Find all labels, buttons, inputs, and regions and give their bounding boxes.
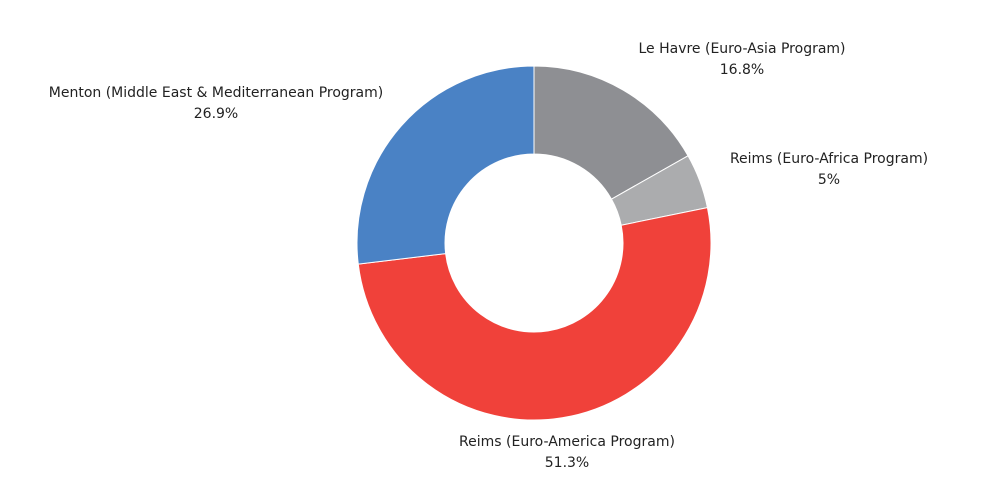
donut-slices: [356, 65, 712, 421]
slice-value-reims-euro-africa-program: 5%: [818, 172, 840, 188]
slice-le-havre-euro-asia-program: [533, 65, 689, 200]
slice-label-reims-euro-america-program: Reims (Euro-America Program): [459, 434, 675, 450]
slice-reims-euro-america-program: [357, 207, 712, 421]
slice-value-menton-middle-east-mediterranean-program: 26.9%: [194, 106, 238, 122]
slice-label-menton-middle-east-mediterranean-program: Menton (Middle East & Mediterranean Prog…: [49, 85, 383, 101]
slice-labels: Le Havre (Euro-Asia Program) 16.8% Reims (…: [49, 41, 928, 471]
slice-label-reims-euro-africa-program: Reims (Euro-Africa Program): [730, 151, 928, 167]
slice-menton-middle-east-mediterranean-program: [356, 65, 535, 265]
slice-value-reims-euro-america-program: 51.3%: [545, 455, 589, 471]
slice-value-le-havre-euro-asia-program: 16.8%: [720, 62, 764, 78]
slice-label-le-havre-euro-asia-program: Le Havre (Euro-Asia Program): [638, 41, 845, 57]
